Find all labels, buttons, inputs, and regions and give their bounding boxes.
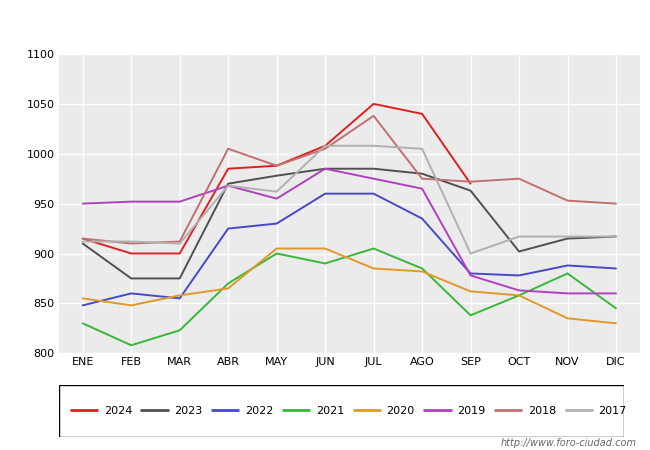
Text: 2019: 2019 xyxy=(457,405,486,416)
Text: http://www.foro-ciudad.com: http://www.foro-ciudad.com xyxy=(501,438,637,448)
Text: 2022: 2022 xyxy=(245,405,274,416)
Text: 2024: 2024 xyxy=(104,405,132,416)
Text: 2018: 2018 xyxy=(528,405,556,416)
Text: 2023: 2023 xyxy=(174,405,203,416)
Text: 2020: 2020 xyxy=(387,405,415,416)
Text: 2021: 2021 xyxy=(316,405,344,416)
Text: 2017: 2017 xyxy=(599,405,627,416)
Text: Afiliados en Villarejo de Órbigo a 30/9/2024: Afiliados en Villarejo de Órbigo a 30/9/… xyxy=(136,13,514,34)
